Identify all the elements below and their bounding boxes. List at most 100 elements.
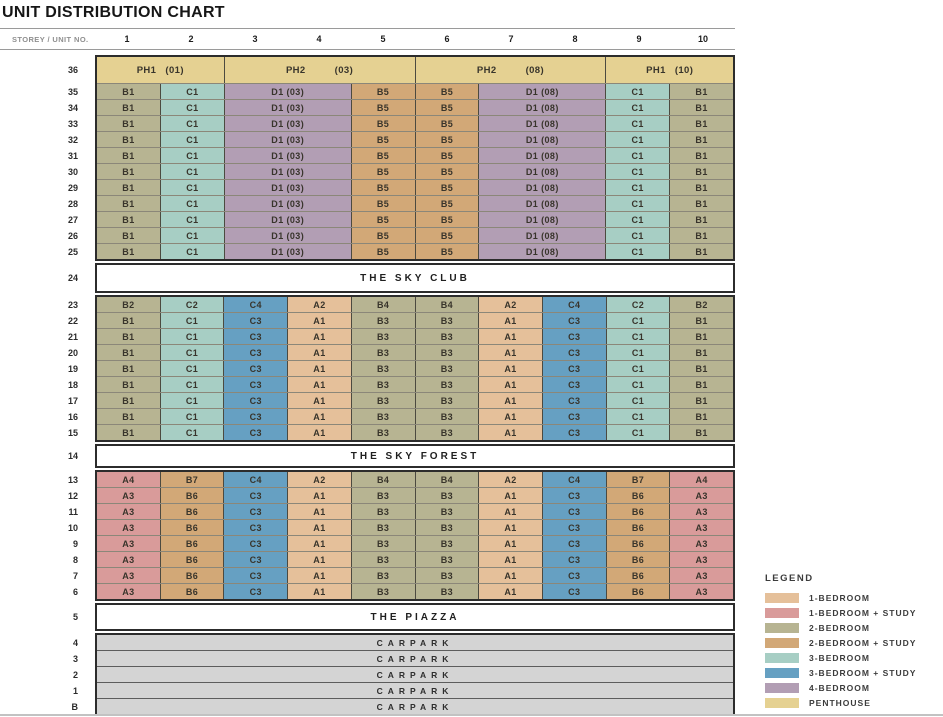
unit-cell: C1	[159, 228, 224, 243]
carpark-row: 1 CARPARK	[73, 682, 733, 698]
unit-cell: B3	[350, 377, 415, 392]
storey-label: 24	[67, 273, 78, 283]
unit-cell: B5	[350, 84, 415, 99]
storey-label: 30	[67, 166, 78, 177]
unit-cell: B5	[350, 100, 415, 115]
amenity-row: 5 THE PIAZZA	[73, 603, 735, 631]
unit-cell: D1 (08)	[478, 196, 606, 211]
storey-row: 16 B1 C1 C3 A1 B3 B3 A1 C3 C1 B1	[68, 408, 734, 424]
legend-label-text: 3-BEDROOM	[809, 653, 870, 663]
unit-cell: A1	[287, 313, 351, 328]
unit-cell: D1 (03)	[223, 244, 351, 259]
unit-cell: B3	[350, 425, 415, 440]
unit-cell: C1	[159, 361, 224, 376]
unit-cell: A1	[287, 393, 351, 408]
unit-number-header: 1 2 3 4 5 6 7 8 9 10	[95, 29, 735, 49]
unit-cell: B1	[669, 100, 734, 115]
unit-cell: A3	[97, 536, 160, 551]
legend-title: LEGEND	[765, 573, 814, 584]
unit-number: 8	[572, 34, 578, 44]
unit-cell: C1	[159, 164, 224, 179]
storey-row: 28 B1 C1 D1 (03) B5 B5 D1 (08) C1 B1	[68, 195, 734, 211]
unit-cell: D1 (03)	[223, 164, 351, 179]
amenity-row: 24 THE SKY CLUB	[68, 263, 735, 293]
unit-cell: C1	[605, 180, 670, 195]
unit-cell: C1	[605, 345, 670, 360]
legend-swatch	[765, 653, 799, 663]
unit-cell: C1	[159, 377, 224, 392]
storey-row: 35 B1 C1 D1 (03) B5 B5 D1 (08) C1 B1	[68, 83, 734, 99]
unit-cell: A3	[669, 536, 734, 551]
storey-row: 13 A4 B7 C4 A2 B4 B4 A2 C4 B7 A4	[68, 472, 734, 487]
storey-label: 6	[72, 586, 78, 597]
unit-cell: B3	[414, 329, 479, 344]
unit-cell: B1	[669, 148, 734, 163]
unit-cell: A1	[478, 409, 542, 424]
unit-cell: C1	[159, 345, 224, 360]
unit-cell: C3	[541, 552, 606, 567]
legend-swatch	[765, 638, 799, 648]
unit-cell: B3	[350, 393, 415, 408]
unit-cell: B3	[414, 584, 479, 599]
unit-cell: B3	[414, 409, 479, 424]
unit-cell: B5	[414, 180, 479, 195]
unit-cell: C1	[605, 84, 670, 99]
carpark-cell: CARPARK	[97, 699, 733, 714]
unit-cell: C1	[605, 228, 670, 243]
unit-cell: A1	[478, 425, 542, 440]
unit-block: 13 A4 B7 C4 A2 B4 B4 A2 C4 B7 A4 12 A3 B6 C3 A1 B3 B3 A1 C3…	[68, 470, 735, 601]
unit-cell: B3	[414, 313, 479, 328]
unit-cell: A1	[287, 536, 351, 551]
unit-cell: B7	[605, 472, 670, 487]
unit-cell: B1	[97, 361, 160, 376]
unit-cell: A1	[478, 584, 542, 599]
unit-cell: B1	[97, 228, 160, 243]
unit-cell: B3	[350, 409, 415, 424]
unit-cell: D1 (03)	[223, 212, 351, 227]
unit-cell: C1	[605, 425, 670, 440]
storey-row: 25 B1 C1 D1 (03) B5 B5 D1 (08) C1 B1	[68, 243, 734, 259]
unit-cell: A3	[97, 584, 160, 599]
unit-cell: A1	[478, 329, 542, 344]
unit-cell: B6	[605, 520, 670, 535]
unit-cell: A3	[669, 504, 734, 519]
carpark-cell: CARPARK	[97, 667, 733, 682]
carpark-row: 2 CARPARK	[73, 666, 733, 682]
unit-cell: D1 (08)	[478, 116, 606, 131]
unit-cell: B1	[669, 132, 734, 147]
unit-cell: C3	[223, 568, 288, 583]
unit-cell: B1	[97, 100, 160, 115]
unit-cell: B6	[605, 536, 670, 551]
unit-cell: C1	[159, 132, 224, 147]
unit-cell: A1	[478, 536, 542, 551]
storey-label: 22	[67, 315, 78, 326]
unit-cell: A1	[478, 377, 542, 392]
unit-number: 5	[380, 34, 386, 44]
unit-cell: B3	[414, 536, 479, 551]
storey-row: 20 B1 C1 C3 A1 B3 B3 A1 C3 C1 B1	[68, 344, 734, 360]
unit-cell: B1	[669, 116, 734, 131]
unit-cell: B3	[414, 488, 479, 503]
unit-cell: D1 (08)	[478, 212, 606, 227]
storey-row: 19 B1 C1 C3 A1 B3 B3 A1 C3 C1 B1	[68, 360, 734, 376]
unit-cell: C3	[541, 584, 606, 599]
unit-cell: B4	[350, 472, 415, 487]
unit-cell: D1 (03)	[223, 100, 351, 115]
legend-label-text: 1-BEDROOM	[809, 593, 870, 603]
storey-label: 23	[67, 299, 78, 310]
storey-row: 11 A3 B6 C3 A1 B3 B3 A1 C3 B6 A3	[68, 503, 734, 519]
unit-cell: A4	[97, 472, 160, 487]
unit-cell: A4	[669, 472, 734, 487]
legend-label-text: 2-BEDROOM + STUDY	[809, 638, 917, 648]
unit-cell: B3	[414, 345, 479, 360]
legend-swatch	[765, 593, 799, 603]
unit-cell: B6	[605, 584, 670, 599]
unit-number: 6	[444, 34, 450, 44]
unit-number: 9	[636, 34, 642, 44]
unit-cell: D1 (03)	[223, 132, 351, 147]
unit-cell: B3	[350, 536, 415, 551]
unit-cell: C1	[605, 409, 670, 424]
unit-block: 23 B2 C2 C4 A2 B4 B4 A2 C4 C2 B2 22 B1 C1 C3 A1 B3 B3 A1 C3…	[68, 295, 735, 442]
legend-label-text: 4-BEDROOM	[809, 683, 870, 693]
unit-block: 36 PH1 (01) PH2 (03) PH2 (08) PH1 (10) 35 B1 C1…	[68, 55, 735, 261]
